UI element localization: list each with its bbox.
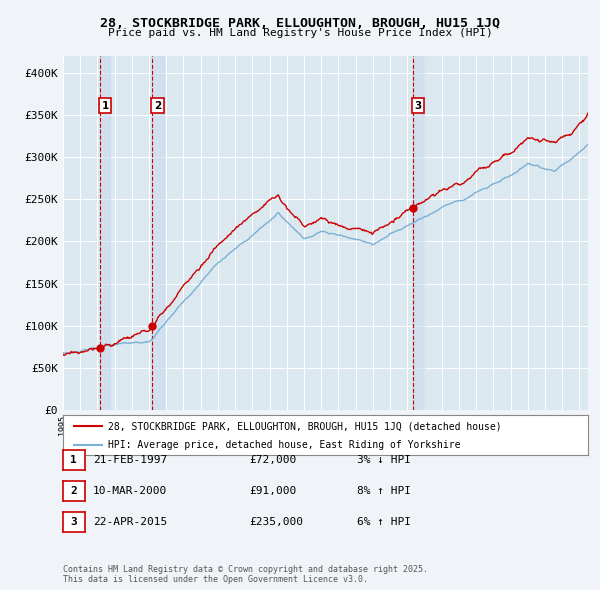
Bar [152, 56, 164, 410]
Text: Price paid vs. HM Land Registry's House Price Index (HPI): Price paid vs. HM Land Registry's House … [107, 28, 493, 38]
Text: 2: 2 [70, 486, 77, 496]
Bar [413, 56, 424, 410]
Text: 3: 3 [70, 517, 77, 526]
Text: 1: 1 [70, 455, 77, 465]
Text: £91,000: £91,000 [249, 486, 296, 496]
Text: 1: 1 [101, 101, 109, 110]
Text: £235,000: £235,000 [249, 517, 303, 526]
Text: 21-FEB-1997: 21-FEB-1997 [93, 455, 167, 465]
Text: 28, STOCKBRIDGE PARK, ELLOUGHTON, BROUGH, HU15 1JQ (detached house): 28, STOCKBRIDGE PARK, ELLOUGHTON, BROUGH… [107, 421, 501, 431]
Text: 3: 3 [415, 101, 422, 110]
Text: 3% ↓ HPI: 3% ↓ HPI [357, 455, 411, 465]
Text: 22-APR-2015: 22-APR-2015 [93, 517, 167, 526]
Text: 28, STOCKBRIDGE PARK, ELLOUGHTON, BROUGH, HU15 1JQ: 28, STOCKBRIDGE PARK, ELLOUGHTON, BROUGH… [100, 17, 500, 30]
Text: 2: 2 [154, 101, 161, 110]
Text: £72,000: £72,000 [249, 455, 296, 465]
Text: 10-MAR-2000: 10-MAR-2000 [93, 486, 167, 496]
Text: Contains HM Land Registry data © Crown copyright and database right 2025.
This d: Contains HM Land Registry data © Crown c… [63, 565, 428, 584]
Text: 6% ↑ HPI: 6% ↑ HPI [357, 517, 411, 526]
Text: HPI: Average price, detached house, East Riding of Yorkshire: HPI: Average price, detached house, East… [107, 440, 460, 450]
Bar [100, 56, 110, 410]
Text: 8% ↑ HPI: 8% ↑ HPI [357, 486, 411, 496]
